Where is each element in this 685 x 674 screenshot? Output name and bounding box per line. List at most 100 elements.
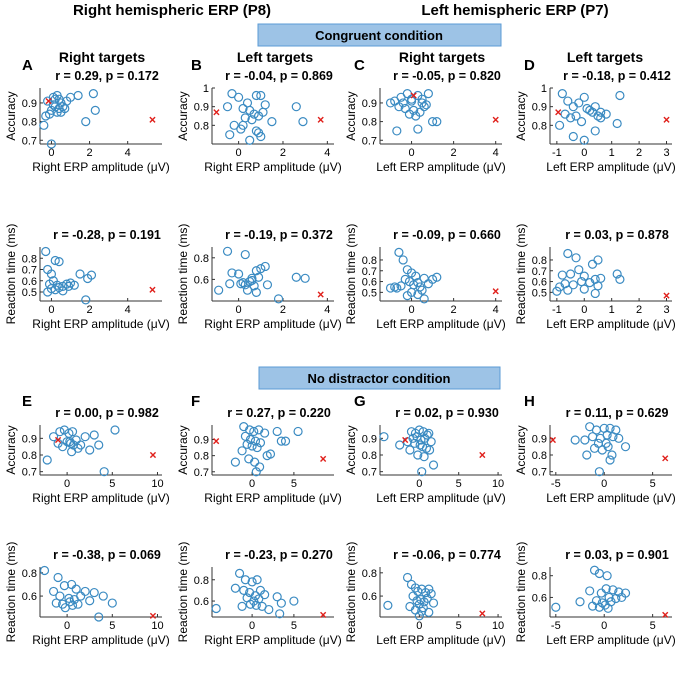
data-point-g-acc-16 xyxy=(424,445,435,455)
x-tick-label-h-acc-2: 5 xyxy=(650,478,656,490)
outlier-marker-f-rt-0 xyxy=(320,611,327,618)
panel-g-acc: r = 0.02, p = 0.930 0 5 10 0.7 0.8 0.9 Left ERP… xyxy=(344,406,506,505)
data-point-c-acc-2 xyxy=(402,88,412,99)
y-tick-label-a-rt-3: 0.8 xyxy=(22,253,37,265)
data-point-a-rt-4 xyxy=(54,257,64,267)
data-point-d-rt-2 xyxy=(557,270,567,280)
x-tick-label-a-acc-0: 0 xyxy=(48,147,54,159)
data-point-e-acc-19 xyxy=(94,440,104,450)
data-point-d-rt-5 xyxy=(579,271,589,281)
data-point-c-rt-20 xyxy=(413,289,423,300)
data-point-e-acc-10 xyxy=(85,445,95,455)
x-tick-label-g-rt-2: 10 xyxy=(492,620,504,632)
data-point-e-rt-7 xyxy=(64,593,74,603)
data-point-b-rt-1 xyxy=(227,268,237,278)
y-tick-label-g-acc-1: 0.8 xyxy=(362,450,377,462)
y-tick-label-c-rt-3: 0.8 xyxy=(362,255,377,267)
data-point-h-acc-18 xyxy=(607,450,617,460)
data-point-f-rt-2 xyxy=(247,577,257,587)
x-tick-label-a-rt-2: 4 xyxy=(125,304,131,316)
data-point-d-rt-3 xyxy=(565,269,576,279)
y-tick-label-d-rt-0: 0.5 xyxy=(532,287,547,299)
data-point-d-acc-21 xyxy=(579,135,589,145)
data-point-a-acc-13 xyxy=(73,90,83,101)
outlier-marker-c-acc-1 xyxy=(492,116,499,123)
outlier-marker-c-rt-0 xyxy=(492,288,499,295)
x-label-h-rt: Left ERP amplitude (μV) xyxy=(546,633,675,647)
data-point-g-acc-20 xyxy=(419,452,429,462)
data-point-f-acc-4 xyxy=(260,428,270,438)
data-point-f-acc-14 xyxy=(252,442,262,453)
data-point-d-acc-1 xyxy=(563,96,573,106)
data-point-e-rt-17 xyxy=(60,603,70,613)
plot-title-f-acc: r = 0.27, p = 0.220 xyxy=(227,406,331,420)
col-title-B: Left targets xyxy=(237,49,313,65)
y-label-d-acc: Accuracy xyxy=(514,91,528,140)
data-point-e-rt-5 xyxy=(48,586,59,597)
panel-letter-C: C xyxy=(354,57,365,74)
data-point-e-acc-4 xyxy=(67,427,78,437)
data-point-a-acc-17 xyxy=(88,88,98,99)
data-point-d-acc-15 xyxy=(615,90,625,101)
y-tick-label-g-acc-0: 0.7 xyxy=(362,467,377,479)
y-label-b-rt: Reaction time (ms) xyxy=(176,224,190,325)
outlier-marker-f-acc-1 xyxy=(320,455,327,462)
data-point-a-rt-2 xyxy=(46,269,57,279)
data-point-d-acc-3 xyxy=(574,98,584,108)
data-point-d-acc-6 xyxy=(590,102,600,112)
x-label-f-rt: Right ERP amplitude (μV) xyxy=(204,633,341,647)
data-point-e-rt-1 xyxy=(53,572,63,583)
nodistractor-banner xyxy=(258,366,501,390)
data-point-b-acc-20 xyxy=(225,130,235,140)
data-point-f-rt-9 xyxy=(260,590,270,600)
data-point-h-acc-5 xyxy=(588,432,598,442)
y-tick-label-b-acc-2: 1 xyxy=(203,83,209,95)
y-tick-label-g-rt-1: 0.8 xyxy=(362,568,377,580)
panel-letter-G: G xyxy=(354,393,366,410)
x-tick-label-c-acc-1: 2 xyxy=(451,147,457,159)
x-tick-label-c-rt-1: 2 xyxy=(451,304,457,316)
data-point-b-acc-9 xyxy=(249,109,259,119)
outlier-marker-g-acc-0 xyxy=(402,436,409,444)
data-point-a-acc-15 xyxy=(48,100,58,110)
data-point-h-acc-17 xyxy=(582,450,592,460)
data-point-b-acc-14 xyxy=(267,116,277,127)
data-point-d-acc-20 xyxy=(568,131,578,142)
panel-a-acc: r = 0.29, p = 0.172 0 2 4 0.7 0.8 0.9 Right ERP… xyxy=(4,69,170,174)
data-point-h-rt-20 xyxy=(617,592,627,603)
data-point-h-rt-3 xyxy=(585,586,595,596)
data-point-f-rt-18 xyxy=(237,601,247,611)
data-point-e-rt-0 xyxy=(39,565,50,576)
data-point-h-rt-0 xyxy=(589,565,600,575)
x-tick-label-h-rt-1: 0 xyxy=(601,620,607,632)
data-point-g-rt-20 xyxy=(424,607,434,617)
outlier-marker-h-acc-0 xyxy=(549,436,556,444)
y-tick-label-a-acc-1: 0.8 xyxy=(22,117,37,129)
data-point-f-acc-18 xyxy=(276,436,286,446)
y-tick-label-d-acc-2: 1 xyxy=(541,83,547,95)
plot-title-g-acc: r = 0.02, p = 0.930 xyxy=(395,406,499,420)
data-point-f-rt-4 xyxy=(230,583,240,593)
data-point-h-rt-4 xyxy=(596,588,606,598)
data-point-e-acc-13 xyxy=(57,442,68,452)
plot-title-c-rt: r = -0.09, p = 0.660 xyxy=(393,228,501,242)
data-point-h-acc-19 xyxy=(597,445,607,455)
outlier-marker-b-acc-1 xyxy=(317,116,324,123)
data-point-c-acc-19 xyxy=(385,98,396,108)
outlier-marker-e-acc-1 xyxy=(149,451,157,459)
x-tick-label-c-acc-0: 0 xyxy=(408,147,414,159)
data-point-b-acc-6 xyxy=(222,102,233,112)
y-tick-label-h-acc-2: 0.9 xyxy=(532,433,547,445)
x-tick-label-b-acc-0: 0 xyxy=(236,147,242,159)
data-point-f-rt-21 xyxy=(211,603,221,614)
data-point-b-acc-13 xyxy=(247,115,257,125)
data-point-h-acc-21 xyxy=(594,467,604,477)
data-point-a-rt-13 xyxy=(86,270,97,280)
x-tick-label-a-rt-1: 2 xyxy=(87,304,93,316)
y-tick-label-c-acc-0: 0.7 xyxy=(362,135,377,147)
data-point-c-acc-18 xyxy=(432,116,442,127)
outlier-marker-a-rt-0 xyxy=(149,286,156,293)
x-tick-label-g-rt-1: 5 xyxy=(456,620,462,632)
x-tick-label-g-acc-2: 10 xyxy=(492,478,504,490)
data-point-f-acc-6 xyxy=(280,436,291,446)
